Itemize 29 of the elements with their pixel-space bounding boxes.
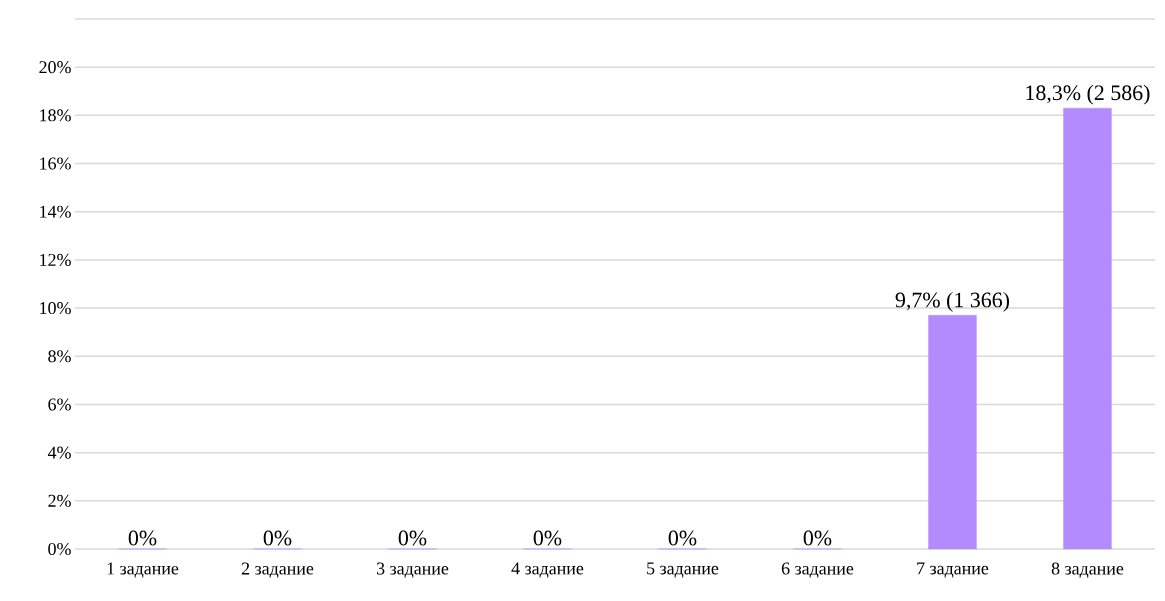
x-tick-label: 5 задание <box>647 562 719 578</box>
data-label: 9,7% (1 366) <box>895 291 1010 312</box>
x-tick-label: 1 задание <box>107 562 179 578</box>
y-tick-label: 6% <box>48 398 71 411</box>
y-tick-label: 18% <box>40 109 71 122</box>
x-tick-label: 7 задание <box>917 562 989 578</box>
y-tick-label: 16% <box>40 157 71 170</box>
data-label: 0% <box>263 530 292 546</box>
bar <box>928 315 977 550</box>
y-tick-label: 14% <box>40 205 71 218</box>
x-tick-label: 2 задание <box>241 562 314 578</box>
x-tick-label: 4 задание <box>511 562 584 578</box>
y-tick-label: 20% <box>39 61 71 74</box>
data-label: 0% <box>128 530 157 546</box>
x-tick-label: 3 задание <box>376 562 449 578</box>
x-tick-label: 6 задание <box>781 562 854 578</box>
data-label: 0% <box>398 530 427 546</box>
y-tick-label: 2% <box>48 494 71 507</box>
y-tick-label: 4% <box>47 446 71 459</box>
data-label: 0% <box>668 530 697 546</box>
y-tick-label: 10% <box>40 302 71 315</box>
data-label: 0% <box>803 530 832 546</box>
y-tick-label: 0% <box>48 542 71 556</box>
x-tick-label: 8 задание <box>1051 562 1124 578</box>
y-tick-label: 12% <box>40 253 71 266</box>
bar <box>1063 107 1112 550</box>
data-label: 0% <box>533 530 562 546</box>
data-label: 18,3% (2 586) <box>1026 84 1150 105</box>
y-tick-label: 8% <box>48 350 71 363</box>
